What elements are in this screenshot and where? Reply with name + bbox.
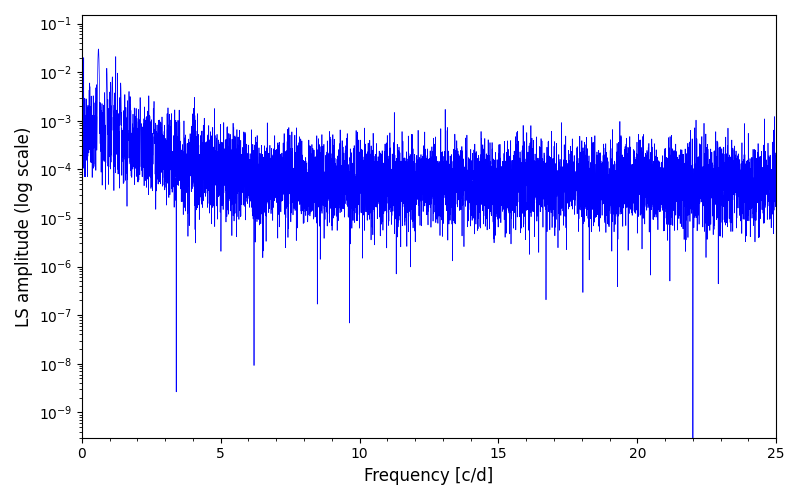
Y-axis label: LS amplitude (log scale): LS amplitude (log scale)	[15, 126, 33, 326]
X-axis label: Frequency [c/d]: Frequency [c/d]	[364, 467, 494, 485]
